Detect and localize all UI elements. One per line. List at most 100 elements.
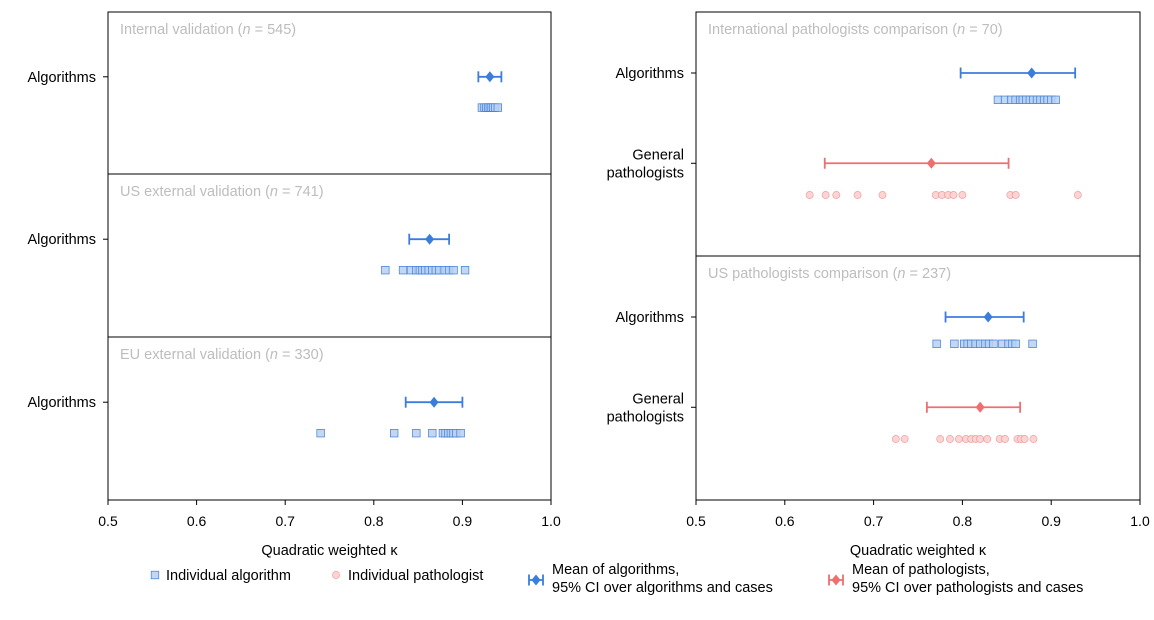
panel-title: Internal validation (n = 545) (120, 22, 296, 38)
individual-pathologist-marker (891, 435, 900, 443)
legend-mean-marker (531, 574, 541, 586)
panel-title: EU external validation (n = 330) (120, 347, 324, 363)
row-pathologists: General pathologists (607, 147, 1082, 199)
individual-algorithm-marker (460, 266, 470, 275)
legend-label: Mean of algorithms, (552, 562, 679, 578)
individual-pathologist-marker (946, 435, 954, 443)
individual-pathologist-marker (1073, 191, 1082, 199)
row-label: Algorithms (28, 232, 97, 248)
individual-algorithm-marker (456, 429, 465, 438)
mean-mean-marker (975, 401, 985, 413)
panel: EU external validation (n = 330) Algorith… (28, 336, 552, 501)
x-tick-label: 0.7 (864, 513, 884, 529)
panel-title-n: n (957, 22, 965, 38)
row-pathologists: General pathologists (607, 391, 1038, 443)
individual-algorithm-marker (1051, 95, 1060, 104)
individual-pathologist-marker (1001, 435, 1009, 443)
legend-item: Individual algorithm (150, 568, 291, 584)
x-tick-label: 0.7 (275, 513, 295, 529)
row-label: Algorithms (28, 70, 97, 86)
legend-label: Mean of pathologists, (852, 562, 990, 578)
chart-pathologists-comparison: International pathologists comparison (n… (607, 11, 1150, 559)
row-label: Algorithms (28, 395, 97, 411)
mean-mean-marker (983, 311, 993, 323)
panel-frame (695, 255, 1141, 501)
row-algorithms: Algorithms (28, 395, 465, 438)
row-label-line: pathologists (607, 409, 684, 425)
individual-pathologist-marker (821, 191, 830, 199)
row-label-line: General (632, 147, 684, 163)
row-label: Algorithms (616, 66, 685, 82)
x-axis-label: Quadratic weighted κ (850, 543, 987, 559)
legend-label: Individual algorithm (166, 568, 291, 584)
individual-algorithm-marker (428, 429, 437, 438)
individual-algorithm-marker (398, 266, 408, 275)
row-algorithms: Algorithms (28, 232, 470, 275)
individual-pathologist-marker (805, 191, 814, 199)
panel-title: US pathologists comparison (n = 237) (708, 266, 951, 282)
panel-title-text: International pathologists comparison ( (708, 22, 957, 38)
mean-mean-marker (485, 71, 495, 83)
legend-label: Individual pathologist (348, 568, 483, 584)
individual-pathologist-marker (949, 191, 958, 199)
individual-algorithm-marker (493, 103, 502, 112)
panel-title-count: = 741) (278, 184, 324, 200)
panel: International pathologists comparison (n… (607, 11, 1141, 257)
individual-pathologist-marker (936, 435, 945, 443)
individual-pathologist-marker (954, 435, 963, 443)
x-tick-label: 0.6 (775, 513, 795, 529)
individual-pathologist-marker (900, 435, 909, 443)
panel-title-text: US pathologists comparison ( (708, 266, 898, 282)
x-tick-label: 0.5 (686, 513, 706, 529)
panel-title-n: n (897, 266, 905, 282)
panel-title-n: n (270, 184, 278, 200)
panel-title-text: EU external validation ( (120, 347, 270, 363)
legend: Individual algorithm Individual pathologi… (150, 562, 1083, 596)
individual-algorithm-marker (381, 266, 390, 275)
x-tick-label: 1.0 (1130, 513, 1150, 529)
panel-title-count: = 545) (251, 22, 297, 38)
mean-mean-marker (1027, 67, 1037, 79)
legend-circle-icon (332, 571, 340, 579)
panel-title: US external validation (n = 741) (120, 184, 324, 200)
individual-pathologist-marker (878, 191, 887, 199)
individual-algorithm-marker (390, 429, 399, 438)
row-label: Algorithms (616, 310, 685, 326)
x-axis: 0.5 0.6 0.7 0.8 0.9 1.0 Quadratic weighted κ (98, 500, 561, 559)
panel-title-n: n (270, 347, 278, 363)
individual-algorithm-marker (412, 429, 421, 438)
chart-validation: Internal validation (n = 545)AlgorithmsU… (28, 11, 561, 559)
individual-pathologist-marker (832, 191, 841, 199)
mean-mean-marker (429, 396, 439, 408)
individual-pathologist-marker (853, 191, 862, 199)
x-tick-label: 0.8 (364, 513, 384, 529)
mean-mean-marker (425, 233, 435, 245)
panel-title-n: n (243, 22, 251, 38)
panel-title-count: = 330) (278, 347, 324, 363)
x-tick-label: 0.6 (187, 513, 207, 529)
panel-title: International pathologists comparison (n… (708, 22, 1003, 38)
panel-frame (695, 11, 1141, 257)
individual-algorithm-marker (1028, 339, 1037, 348)
individual-algorithm-marker (989, 339, 998, 348)
legend-item: Mean of algorithms, 95% CI over algorithm… (528, 562, 773, 596)
x-tick-label: 0.9 (1041, 513, 1061, 529)
x-tick-label: 1.0 (541, 513, 561, 529)
individual-pathologist-marker (1020, 435, 1029, 443)
panel-title-text: US external validation ( (120, 184, 270, 200)
row-algorithms: Algorithms (616, 310, 1037, 348)
mean-mean-marker (926, 157, 936, 169)
x-tick-label: 0.9 (453, 513, 473, 529)
panel-frame (107, 336, 552, 501)
legend-label: 95% CI over pathologists and cases (852, 580, 1083, 596)
panel: US external validation (n = 741) Algorith… (28, 173, 552, 338)
legend-label: 95% CI over algorithms and cases (552, 580, 773, 596)
panel: Internal validation (n = 545) Algorithms (28, 11, 552, 175)
individual-algorithm-marker (932, 339, 941, 348)
individual-algorithm-marker (993, 95, 1003, 104)
panel: US pathologists comparison (n = 237) Algo… (607, 255, 1141, 501)
x-tick-label: 0.5 (98, 513, 118, 529)
row-algorithms: Algorithms (616, 66, 1077, 104)
legend-item: Individual pathologist (332, 568, 483, 584)
